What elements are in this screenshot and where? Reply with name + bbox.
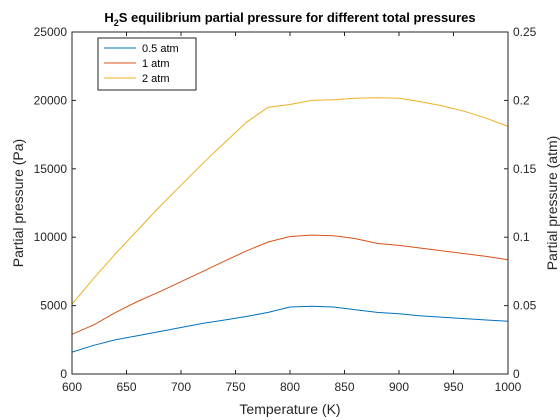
chart-title-subscript: 2 <box>114 18 119 28</box>
y-right-tick-label: 0.25 <box>513 25 537 39</box>
y-right-tick-label: 0.2 <box>513 93 530 107</box>
legend-label-3: 2 atm <box>142 73 170 85</box>
y-right-tick-label: 0.15 <box>513 162 537 176</box>
y-right-tick-label: 0.05 <box>513 299 537 313</box>
y-tick-label: 25000 <box>34 25 68 39</box>
plot-box <box>71 31 509 375</box>
legend-label-2: 1 atm <box>142 58 170 70</box>
y-tick-label: 0 <box>60 367 67 381</box>
x-tick-label: 800 <box>280 380 300 394</box>
y-axis-label: Partial pressure (Pa) <box>10 139 26 267</box>
x-tick-label: 600 <box>62 380 82 394</box>
series-layer <box>71 97 509 353</box>
series-line-2 <box>71 234 509 335</box>
y-tick-label: 5000 <box>40 299 67 313</box>
y-tick-label: 20000 <box>34 93 68 107</box>
chart-title-main: H <box>104 10 113 25</box>
legend-box <box>97 37 197 91</box>
ticks-layer: 600 650 700 750 800 850 900 950 1000050001000015… <box>34 25 537 394</box>
y-tick-label: 10000 <box>34 230 68 244</box>
y-right-tick-label: 0 <box>513 367 520 381</box>
y-right-tick-label: 0.1 <box>513 230 530 244</box>
x-tick-label: 650 <box>116 380 136 394</box>
x-axis-label: Temperature (K) <box>239 401 340 417</box>
series-line-3 <box>71 97 509 305</box>
x-tick-label: 850 <box>334 380 354 394</box>
chart-title-rest: S equilibrium partial pressure for diffe… <box>119 10 476 25</box>
x-tick-label: 1000 <box>495 380 522 394</box>
y-tick-label: 15000 <box>34 162 68 176</box>
x-tick-label: 750 <box>225 380 245 394</box>
chart-title: H2S equilibrium partial pressure for dif… <box>104 10 475 28</box>
x-tick-label: 700 <box>171 380 191 394</box>
x-tick-label: 900 <box>389 380 409 394</box>
x-tick-label: 950 <box>443 380 463 394</box>
series-line-1 <box>71 305 509 353</box>
y-axis-label-right: Partial pressure (atm) <box>544 136 560 271</box>
legend-label-1: 0.5 atm <box>142 43 179 55</box>
legend: 0.5 atm 1 atm 2 atm <box>97 37 197 91</box>
